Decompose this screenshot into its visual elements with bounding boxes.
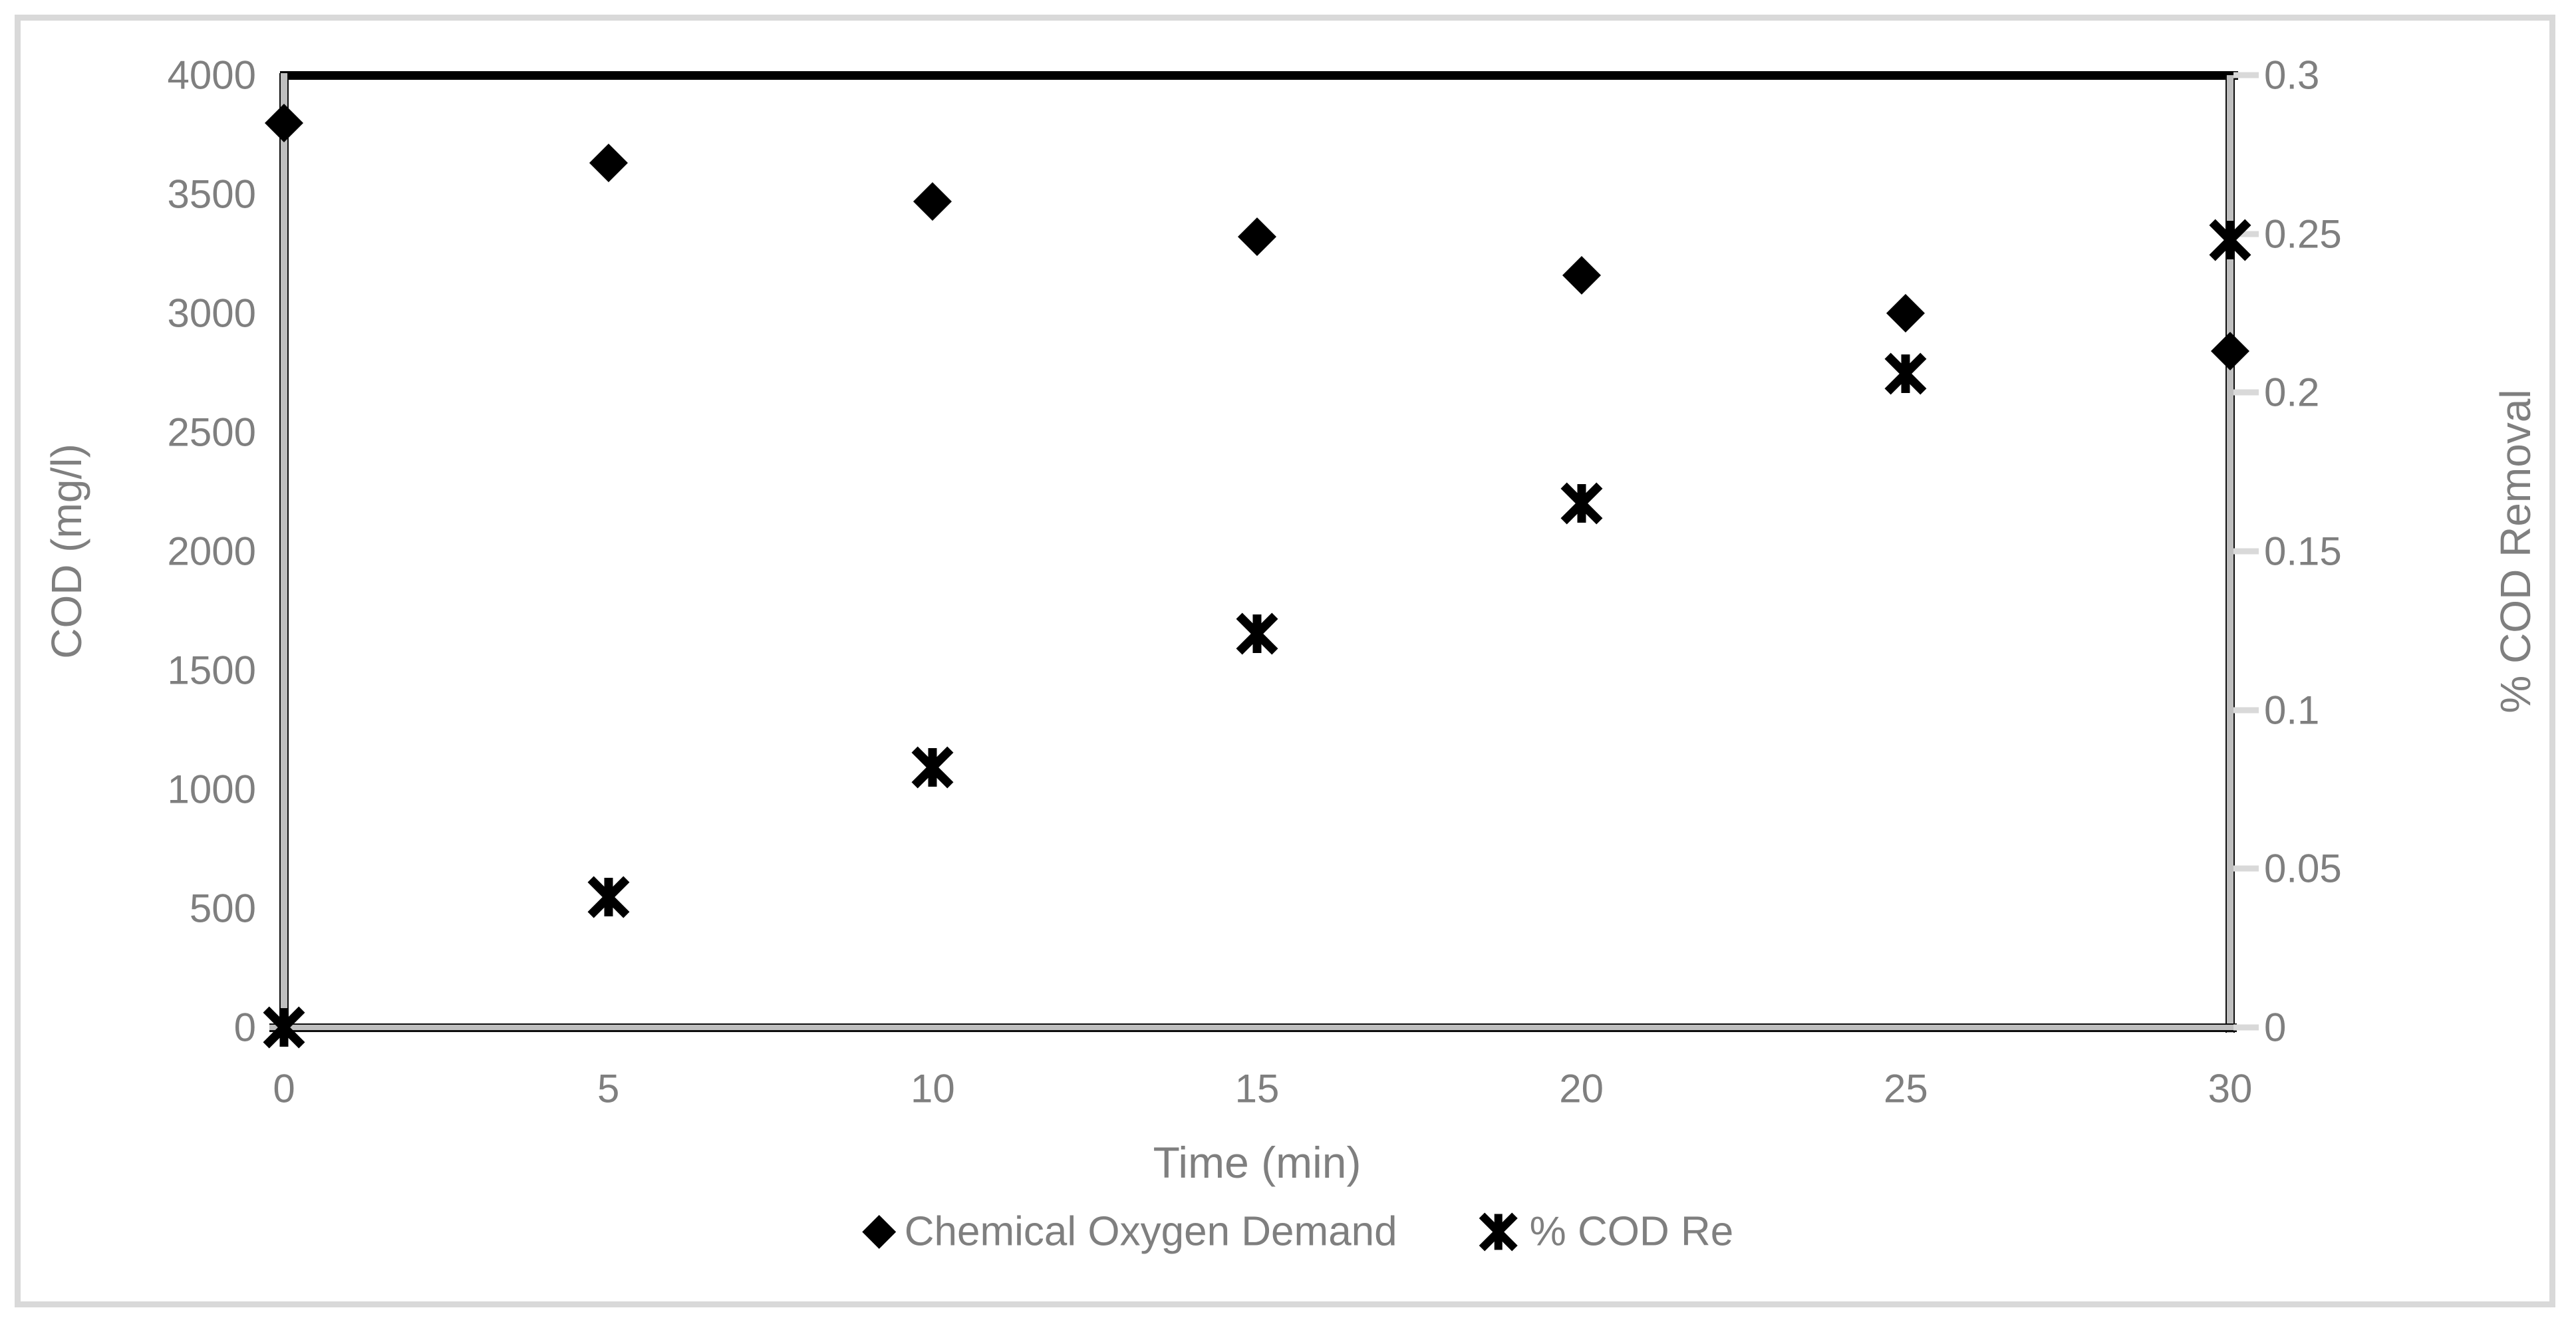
left-axis-tick-label: 0: [233, 1005, 256, 1050]
left-axis-tick-label: 2500: [167, 410, 256, 455]
right-axis-tick-label: 0: [2264, 1005, 2287, 1050]
right-axis-tick-mark: [2233, 548, 2259, 555]
right-axis-tick-label: 0.3: [2264, 53, 2320, 98]
left-axis-tick-label: 1000: [167, 767, 256, 812]
left-axis-tick-label: 1500: [167, 648, 256, 693]
right-y-axis-title: % COD Removal: [2492, 389, 2539, 714]
legend-label-cod: Chemical Oxygen Demand: [904, 1208, 1397, 1255]
data-point-asterisk[interactable]: [263, 1006, 305, 1049]
data-point-asterisk[interactable]: [1560, 482, 1603, 525]
x-axis-line: [269, 1023, 2237, 1032]
legend: Chemical Oxygen Demand % COD Re: [862, 1208, 1734, 1256]
plot-top-border: [280, 71, 2238, 80]
right-axis-tick-label: 0.25: [2264, 211, 2342, 257]
x-axis-tick-label: 0: [273, 1066, 295, 1111]
right-axis-tick-mark: [2233, 1024, 2259, 1031]
right-axis-tick-mark: [2233, 72, 2259, 78]
legend-item-cod[interactable]: Chemical Oxygen Demand: [862, 1208, 1397, 1256]
left-axis-tick-label: 4000: [167, 53, 256, 98]
legend-item-cod-removal[interactable]: % COD Re: [1479, 1208, 1734, 1256]
x-axis-tick-label: 20: [1559, 1066, 1604, 1111]
left-y-axis-title: COD (mg/l): [43, 444, 90, 659]
right-axis-tick-label: 0.1: [2264, 688, 2320, 733]
right-axis-tick-label: 0.2: [2264, 370, 2320, 415]
left-axis-tick-label: 500: [189, 886, 256, 931]
right-axis-tick-label: 0.05: [2264, 846, 2342, 891]
x-axis-tick-label: 25: [1883, 1066, 1928, 1111]
x-axis-tick-label: 30: [2208, 1066, 2253, 1111]
right-axis-tick-label: 0.15: [2264, 529, 2342, 574]
right-axis-tick-mark: [2233, 231, 2259, 237]
left-axis-tick-label: 3000: [167, 291, 256, 336]
data-point-asterisk[interactable]: [1236, 612, 1278, 655]
right-axis-tick-mark: [2233, 389, 2259, 396]
right-axis-tick-mark: [2233, 707, 2259, 714]
data-point-asterisk[interactable]: [587, 876, 630, 918]
left-axis-tick-label: 3500: [167, 172, 256, 217]
legend-label-cod-removal: % COD Re: [1529, 1208, 1734, 1255]
diamond-marker-icon: [862, 1214, 897, 1249]
x-axis-title: Time (min): [1153, 1138, 1361, 1187]
x-axis-tick-label: 10: [910, 1066, 955, 1111]
data-point-asterisk[interactable]: [911, 746, 954, 789]
chart-area-border: [15, 15, 2555, 1307]
left-axis-tick-label: 2000: [167, 529, 256, 574]
x-axis-tick-label: 5: [597, 1066, 620, 1111]
data-point-asterisk[interactable]: [1884, 352, 1927, 395]
data-point-asterisk[interactable]: [2209, 219, 2251, 261]
asterisk-marker-icon: [1479, 1212, 1518, 1251]
left-y-axis-line: [279, 73, 289, 1033]
x-axis-tick-label: 15: [1234, 1066, 1280, 1111]
right-axis-tick-mark: [2233, 865, 2259, 872]
